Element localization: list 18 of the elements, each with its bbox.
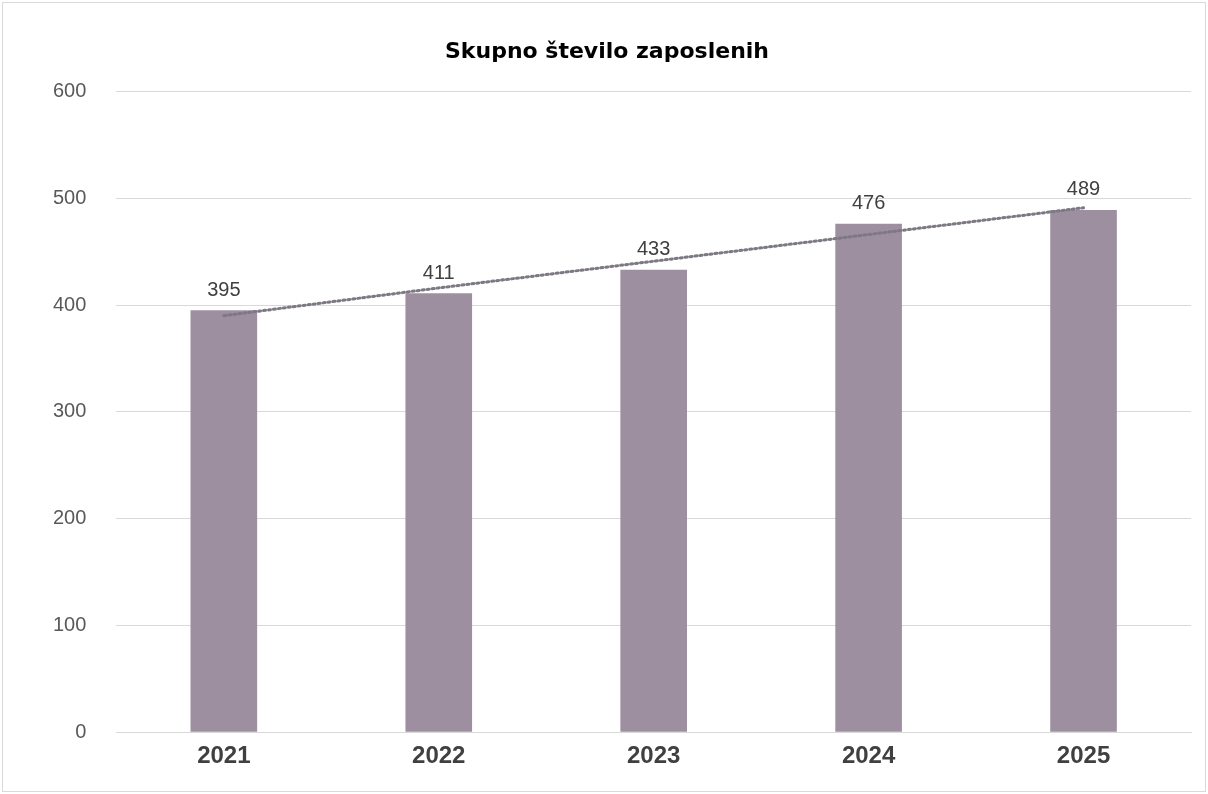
x-tick-label: 2021 <box>197 741 251 769</box>
y-tick-label: 600 <box>52 78 87 101</box>
data-label: 476 <box>851 191 886 214</box>
x-tick-label: 2023 <box>626 741 681 769</box>
data-label: 489 <box>1066 177 1101 200</box>
x-tick-label: 2022 <box>412 741 466 769</box>
x-tick-label: 2025 <box>1056 741 1111 769</box>
y-tick-label: 400 <box>52 292 87 315</box>
data-label: 411 <box>422 260 455 283</box>
y-tick-label: 200 <box>52 506 87 529</box>
data-label: 433 <box>637 237 671 260</box>
chart-title: Skupno število zaposlenih <box>445 37 769 63</box>
y-tick-label: 500 <box>52 185 87 208</box>
data-label: 395 <box>207 277 241 300</box>
y-tick-label: 300 <box>52 399 87 422</box>
x-tick-label: 2024 <box>841 741 896 769</box>
y-tick-label: 100 <box>52 612 87 635</box>
y-tick-label: 0 <box>75 719 87 742</box>
